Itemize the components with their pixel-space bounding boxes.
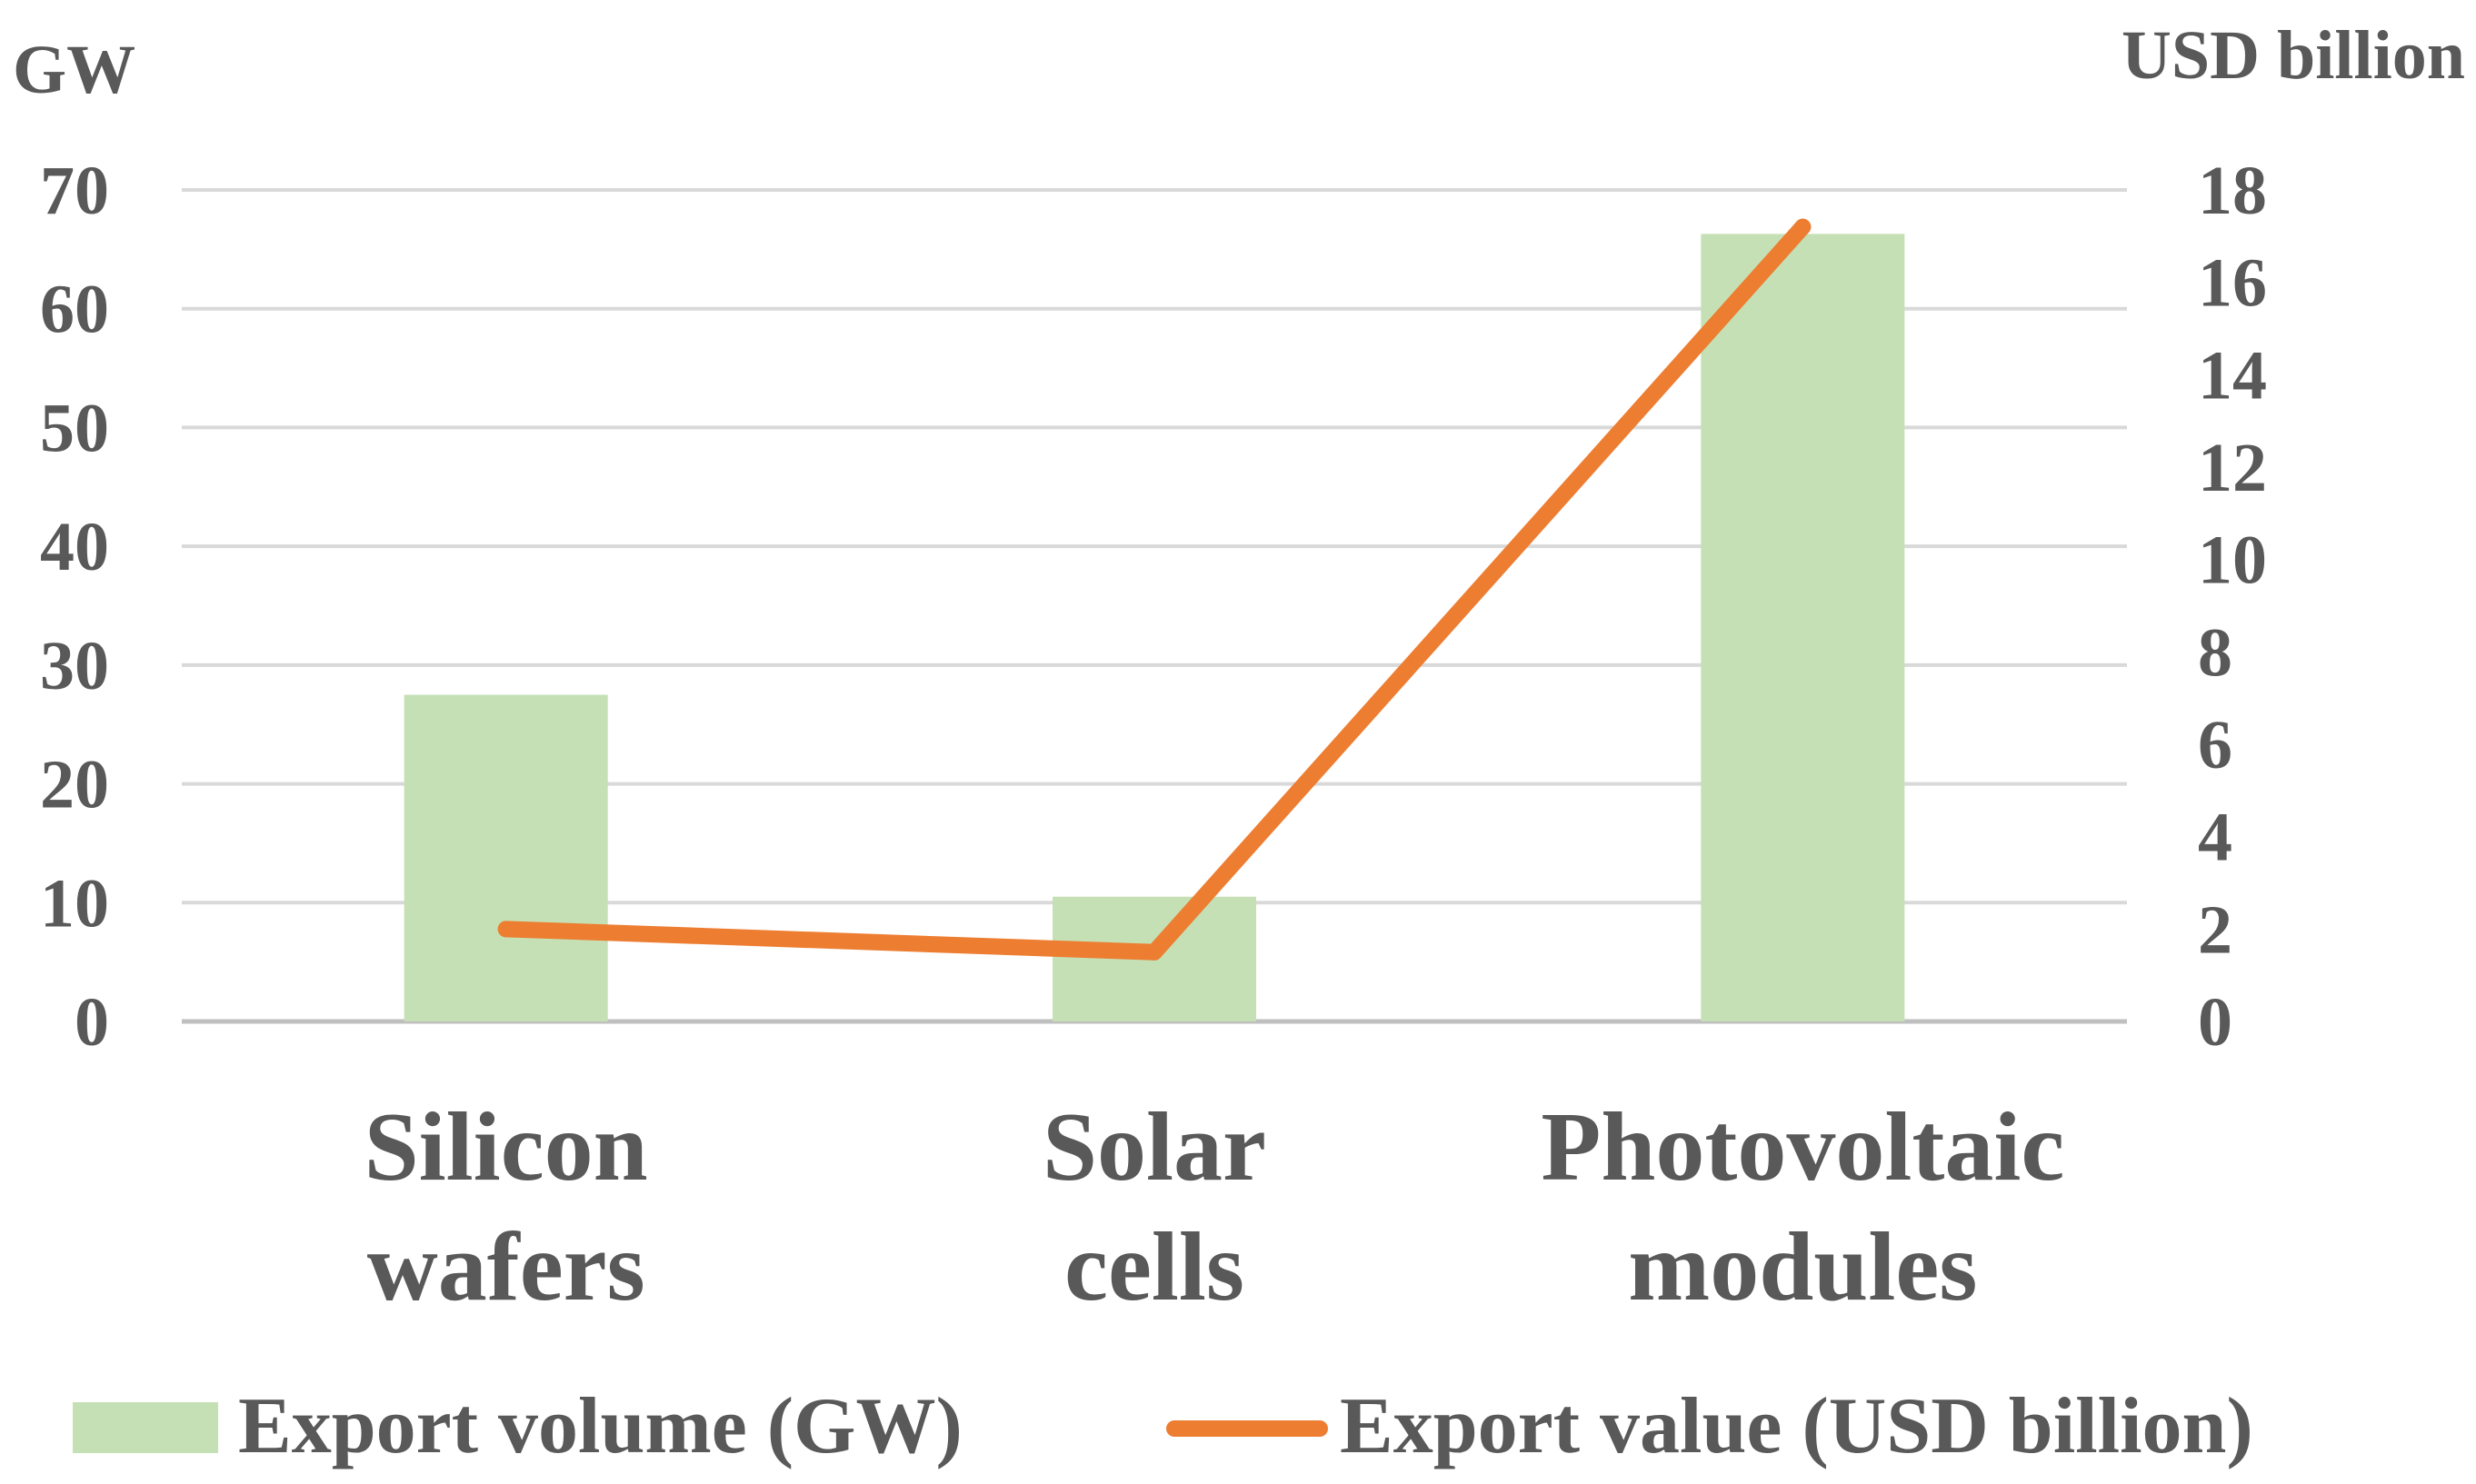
left-tick-label: 30 — [40, 628, 109, 704]
category-label: Silicon wafers — [364, 1093, 648, 1321]
line-series — [497, 218, 1812, 961]
left-tick-label: 60 — [40, 272, 109, 348]
export-value-line — [497, 218, 1812, 961]
left-tick-label: 50 — [40, 390, 109, 466]
line-point — [497, 921, 514, 938]
line-point — [1146, 943, 1163, 961]
category-label-line: Solar — [1043, 1093, 1266, 1201]
right-tick-label: 8 — [2198, 614, 2232, 691]
right-tick-label: 6 — [2198, 707, 2232, 783]
left-axis-label: GW — [13, 32, 135, 108]
category-label-line: modules — [1628, 1213, 1977, 1321]
right-axis-ticks: 0 2 4 6 8 10 12 14 16 18 — [2198, 153, 2267, 1061]
left-tick-label: 20 — [40, 747, 109, 823]
left-tick-label: 0 — [75, 984, 109, 1061]
bar — [1701, 234, 1905, 1022]
left-axis-ticks: 0 10 20 30 40 50 60 70 — [40, 153, 109, 1061]
legend-bar-swatch — [73, 1402, 218, 1453]
right-tick-label: 2 — [2198, 891, 2232, 968]
legend-line-label: Export value (USD billion) — [1340, 1382, 2253, 1470]
category-label-line: wafers — [367, 1213, 645, 1321]
right-tick-label: 18 — [2198, 153, 2267, 229]
left-tick-label: 40 — [40, 509, 109, 585]
right-tick-label: 0 — [2198, 984, 2232, 1061]
line-point — [1794, 218, 1812, 235]
right-tick-label: 16 — [2198, 245, 2267, 322]
legend-bar-label: Export volume (GW) — [238, 1382, 963, 1470]
right-tick-label: 4 — [2198, 800, 2232, 876]
right-tick-label: 14 — [2198, 337, 2267, 413]
left-tick-label: 10 — [40, 865, 109, 941]
category-label-line: Photovoltaic — [1541, 1093, 2064, 1201]
category-label-line: Silicon — [364, 1093, 648, 1201]
bar — [404, 694, 608, 1021]
category-labels: Silicon wafers Solar cells Photovoltaic modul… — [364, 1093, 2065, 1321]
left-tick-label: 70 — [40, 153, 109, 229]
legend: Export volume (GW) Export value (USD bil… — [73, 1382, 2253, 1470]
category-label-line: cells — [1064, 1213, 1244, 1321]
category-label: Photovoltaic modules — [1541, 1093, 2064, 1321]
right-tick-label: 12 — [2198, 430, 2267, 506]
right-tick-label: 10 — [2198, 523, 2267, 599]
category-label: Solar cells — [1043, 1093, 1266, 1321]
right-axis-label: USD billion — [2122, 17, 2465, 94]
